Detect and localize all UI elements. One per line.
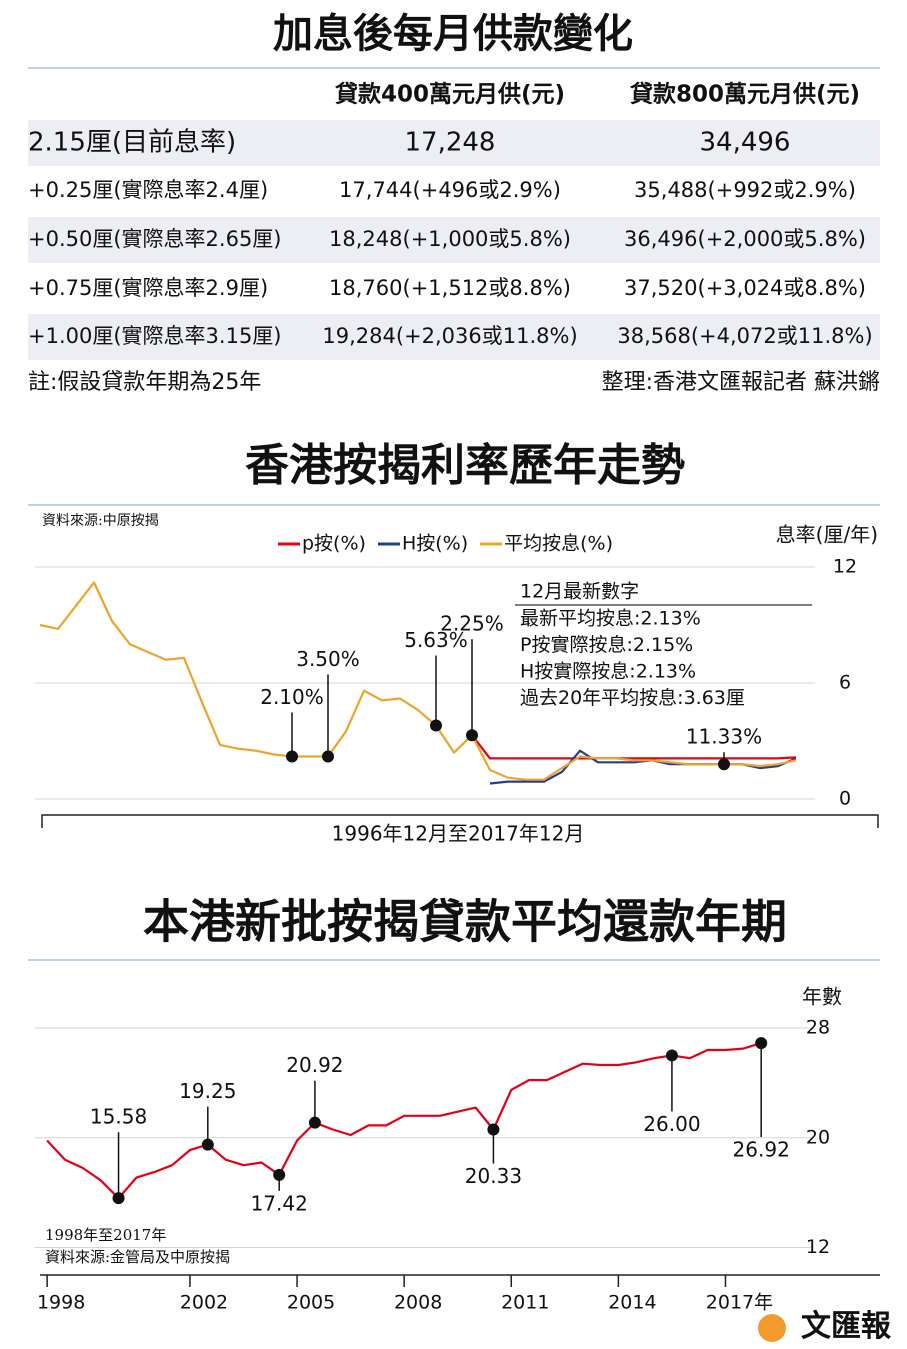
table-cell: 38,568(+4,072或11.8%) xyxy=(617,324,872,348)
logo-icon xyxy=(758,1314,786,1342)
table-cell: 37,520(+3,024或8.8%) xyxy=(624,276,866,300)
annotation-dot xyxy=(201,1138,214,1151)
row-label: +0.50厘(實際息率2.65厘) xyxy=(28,227,282,251)
note-line: 過去20年平均按息:3.63厘 xyxy=(520,687,745,709)
logo: 文匯報 xyxy=(801,1309,892,1344)
annotation-label: 26.00 xyxy=(643,1112,700,1136)
table-cell: 17,248 xyxy=(405,128,496,158)
row-band xyxy=(28,314,880,360)
annotation-label: 17.42 xyxy=(251,1191,308,1215)
row-label: +0.25厘(實際息率2.4厘) xyxy=(28,178,268,202)
y-axis-label: 年數 xyxy=(802,985,842,1009)
x-tick-label: 2014 xyxy=(608,1292,656,1314)
table-cell: 19,284(+2,036或11.8%) xyxy=(322,324,577,348)
annotation-label: 2.25% xyxy=(440,612,504,636)
annotation-label: 26.92 xyxy=(733,1138,790,1162)
chart-title: 本港新批按揭貸款平均還款年期 xyxy=(143,895,787,949)
x-axis-bracket xyxy=(41,814,879,828)
annotation-label: 2.10% xyxy=(260,685,324,709)
note-line: 最新平均按息:2.13% xyxy=(520,608,701,630)
legend-label: 平均按息(%) xyxy=(504,533,613,555)
table-cell: 35,488(+992或2.9%) xyxy=(634,178,856,202)
annotation-dot xyxy=(755,1037,768,1050)
annotation-label: 20.92 xyxy=(286,1053,343,1077)
series-line xyxy=(471,734,797,760)
row-band xyxy=(28,217,880,263)
annotation-dot xyxy=(665,1049,678,1062)
annotation-dot xyxy=(286,750,298,763)
chart-title: 香港按揭利率歷年走勢 xyxy=(245,440,685,491)
annotation-dot xyxy=(112,1192,125,1205)
y-axis-label: 息率(厘/年) xyxy=(776,523,878,547)
annotation-dot xyxy=(273,1168,286,1181)
table-cell: 34,496 xyxy=(700,128,791,158)
table-title: 加息後每月供款變化 xyxy=(273,11,633,57)
annotation-dot xyxy=(718,758,730,771)
row-label: +1.00厘(實際息率3.15厘) xyxy=(28,324,282,348)
table-cell: 17,744(+496或2.9%) xyxy=(339,178,561,202)
annotation-dot xyxy=(322,750,334,763)
table-cell: 18,760(+1,512或8.8%) xyxy=(329,276,571,300)
annotation-dot xyxy=(466,729,478,742)
chart-source: 資料來源:中原按揭 xyxy=(42,513,159,529)
series-line xyxy=(46,1042,762,1200)
table-credit: 整理:香港文匯報記者 蘇洪鏘 xyxy=(602,370,880,395)
annotation-label: 20.33 xyxy=(465,1164,522,1188)
column-header: 貸款400萬元月供(元) xyxy=(335,81,565,108)
x-tick-label: 2017年 xyxy=(706,1292,773,1314)
table-note: 註:假設貸款年期為25年 xyxy=(28,370,261,395)
chart-source: 資料來源:金管局及中原按揭 xyxy=(45,1248,230,1266)
row-label: 2.15厘(目前息率) xyxy=(28,128,236,158)
row-band xyxy=(28,120,880,166)
annotation-dot xyxy=(308,1116,321,1129)
y-tick-label: 28 xyxy=(806,1017,830,1039)
annotation-label: 3.50% xyxy=(296,647,360,671)
y-tick-label: 20 xyxy=(806,1126,830,1148)
chart-subtitle: 1998年至2017年 xyxy=(45,1226,166,1244)
x-tick-label: 2005 xyxy=(287,1292,335,1314)
table-cell: 36,496(+2,000或5.8%) xyxy=(624,227,866,251)
x-tick-label: 2011 xyxy=(501,1292,549,1314)
row-label: +0.75厘(實際息率2.9厘) xyxy=(28,276,268,300)
annotation-dot xyxy=(430,719,442,732)
series-line xyxy=(39,581,797,781)
y-tick-label: 6 xyxy=(839,672,851,694)
y-tick-label: 12 xyxy=(833,556,857,578)
table-cell: 18,248(+1,000或5.8%) xyxy=(329,227,571,251)
legend-label: H按(%) xyxy=(402,533,468,555)
note-title: 12月最新數字 xyxy=(520,581,639,603)
x-tick-label: 1998 xyxy=(37,1292,85,1314)
y-tick-label: 12 xyxy=(806,1236,830,1258)
annotation-label: 5.63% xyxy=(404,628,468,652)
annotation-label: 19.25 xyxy=(179,1079,236,1103)
x-axis-label: 1996年12月至2017年12月 xyxy=(332,822,585,846)
annotation-label: 15.58 xyxy=(90,1105,147,1129)
note-line: H按實際按息:2.13% xyxy=(520,661,696,683)
legend-label: p按(%) xyxy=(302,533,366,555)
x-tick-label: 2008 xyxy=(394,1292,442,1314)
note-line: P按實際按息:2.15% xyxy=(520,634,693,656)
column-header: 貸款800萬元月供(元) xyxy=(630,81,860,108)
annotation-dot xyxy=(487,1123,500,1136)
x-tick-label: 2002 xyxy=(180,1292,228,1314)
y-tick-label: 0 xyxy=(839,788,851,810)
annotation-label: 11.33% xyxy=(686,725,762,749)
